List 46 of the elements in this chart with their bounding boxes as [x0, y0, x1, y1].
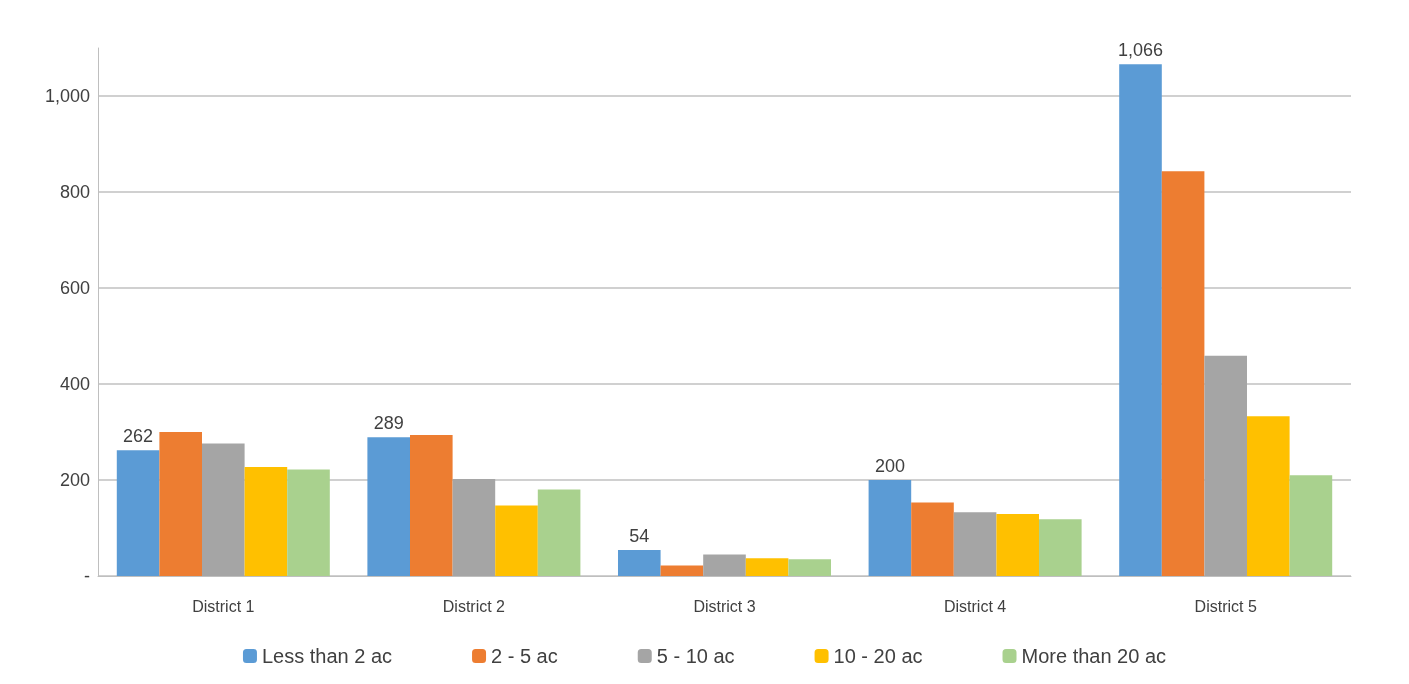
legend-label: 2 - 5 ac [491, 645, 558, 667]
bar [953, 512, 997, 576]
bar [788, 559, 832, 576]
bar [202, 443, 245, 576]
bar [1039, 519, 1082, 576]
data-label: 54 [629, 526, 650, 547]
x-tick-label: District 2 [442, 597, 506, 615]
y-tick-label: - [84, 566, 90, 586]
x-tick-label: District 1 [192, 597, 255, 615]
bar [911, 502, 954, 576]
y-tick-label: 1,000 [44, 86, 90, 106]
data-label: 289 [373, 413, 404, 434]
y-tick-label: 200 [59, 470, 90, 490]
bar [495, 505, 538, 576]
bar [244, 467, 288, 576]
bar [660, 565, 704, 576]
bar [410, 434, 453, 576]
bar [868, 480, 912, 576]
bar [367, 437, 410, 576]
bar [1289, 475, 1333, 576]
bar [1204, 355, 1247, 576]
bar [1119, 64, 1162, 576]
legend-label: 10 - 20 ac [833, 645, 923, 667]
legend-label: Less than 2 ac [261, 645, 393, 667]
bar [159, 432, 202, 576]
y-tick-label: 800 [59, 182, 90, 202]
bar [1247, 416, 1290, 576]
bar [537, 489, 581, 576]
bar [703, 554, 746, 576]
data-label: 200 [874, 456, 905, 476]
y-tick-label: 400 [59, 374, 90, 394]
x-tick-label: District 3 [693, 597, 756, 615]
bar [618, 550, 661, 576]
y-tick-label: 600 [59, 278, 90, 298]
x-tick-label: District 5 [1194, 597, 1257, 615]
bar [287, 469, 330, 576]
legend-label: More than 20 ac [1021, 645, 1167, 667]
data-label: 262 [123, 426, 154, 447]
bar [1161, 171, 1205, 576]
legend-label: 5 - 10 ac [656, 645, 735, 667]
bar [996, 514, 1039, 576]
bar [116, 450, 160, 576]
x-tick-label: District 4 [943, 597, 1007, 615]
bar [745, 558, 789, 576]
bar [452, 479, 496, 576]
data-label: 1,066 [1117, 40, 1164, 61]
